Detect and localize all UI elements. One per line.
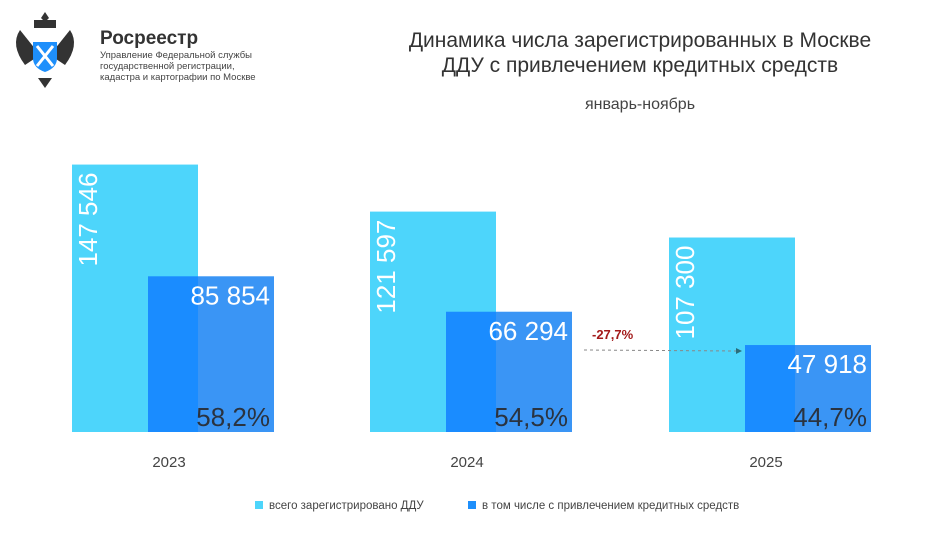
legend-swatch bbox=[468, 501, 476, 509]
x-tick-label: 2023 bbox=[152, 454, 185, 471]
bar-value-label: 121 597 bbox=[371, 220, 401, 314]
share-label: 54,5% bbox=[494, 402, 568, 432]
share-label: 44,7% bbox=[793, 402, 867, 432]
bar-value-label: 107 300 bbox=[670, 246, 700, 340]
bar-value-label: 147 546 bbox=[73, 173, 103, 267]
bar-overlap bbox=[148, 276, 198, 432]
chart-subtitle: январь-ноябрь bbox=[584, 96, 696, 113]
brand-name: Росреестр bbox=[100, 28, 199, 49]
change-annotation: -27,7% bbox=[592, 327, 634, 342]
org-line-1: Управление Федеральной службы bbox=[100, 50, 252, 61]
bar-overlap bbox=[745, 345, 795, 432]
x-tick-label: 2025 bbox=[749, 454, 782, 471]
legend-label: всего зарегистрировано ДДУ bbox=[269, 500, 424, 512]
legend-item-credit: в том числе с привлечением кредитных сре… bbox=[468, 500, 739, 512]
title-line-1: Динамика числа зарегистрированных в Моск… bbox=[408, 29, 872, 52]
org-line-2: государственной регистрации, bbox=[100, 61, 235, 72]
arrowhead-icon bbox=[736, 348, 742, 354]
x-tick-label: 2024 bbox=[450, 454, 483, 471]
bar-value-label: 66 294 bbox=[488, 316, 568, 346]
bar-credit-right bbox=[496, 311, 572, 432]
bar-value-label: 47 918 bbox=[787, 349, 867, 379]
change-arrow bbox=[583, 349, 737, 352]
share-label: 58,2% bbox=[196, 402, 270, 432]
bar-value-label: 85 854 bbox=[190, 280, 270, 310]
legend-item-total: всего зарегистрировано ДДУ bbox=[255, 500, 424, 512]
legend-swatch bbox=[255, 501, 263, 509]
org-line-3: кадастра и картографии по Москве bbox=[100, 72, 256, 83]
chart-title: Динамика числа зарегистрированных в Моск… bbox=[330, 28, 950, 78]
bar-overlap bbox=[446, 311, 496, 432]
legend-label: в том числе с привлечением кредитных сре… bbox=[482, 500, 740, 512]
logo-emblem bbox=[16, 12, 74, 88]
bar-credit-right bbox=[198, 276, 274, 432]
title-line-2: ДДУ с привлечением кредитных средств bbox=[441, 54, 839, 77]
bar-credit-right bbox=[795, 345, 871, 432]
